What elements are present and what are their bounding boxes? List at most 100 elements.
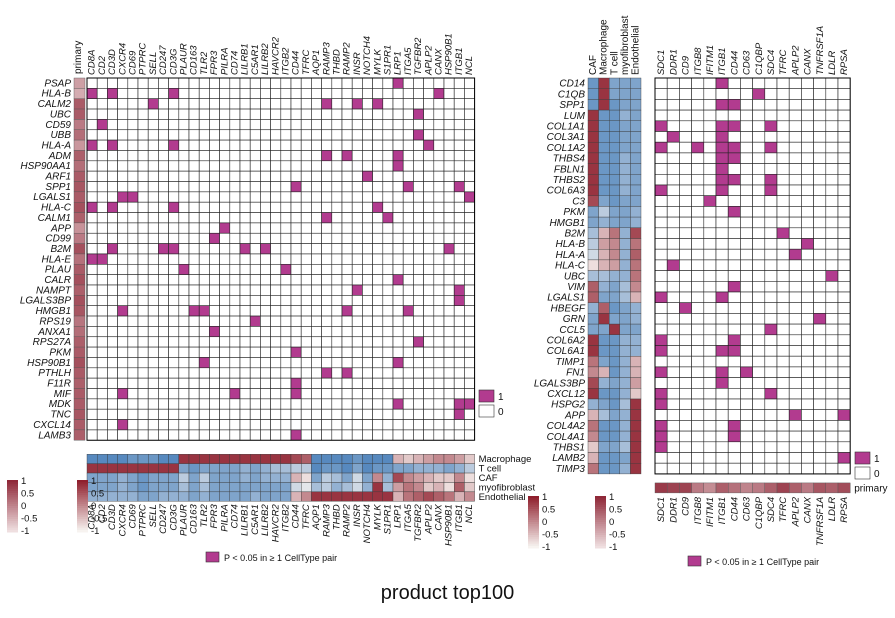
- column-annotation-cell: [290, 454, 302, 464]
- matrix-cell: [107, 108, 118, 120]
- colorbar-step: [528, 513, 539, 516]
- matrix-cell: [788, 141, 802, 154]
- matrix-cell: [801, 387, 814, 400]
- matrix-cell: [321, 88, 333, 99]
- column-annotation-cell: [341, 463, 353, 474]
- right-row-label: COL6A1: [547, 346, 585, 357]
- column-annotation-cell: [423, 454, 435, 464]
- matrix-cell: [691, 387, 705, 400]
- significant-cell: [423, 139, 435, 151]
- matrix-cell: [691, 152, 705, 164]
- left-column-label: TLR2: [199, 51, 210, 75]
- matrix-cell: [691, 131, 705, 143]
- matrix-cell: [321, 160, 333, 172]
- matrix-cell: [372, 77, 384, 89]
- matrix-cell: [382, 419, 394, 431]
- matrix-cell: [168, 398, 180, 410]
- matrix-cell: [158, 139, 169, 151]
- matrix-cell: [453, 315, 465, 327]
- left-column-label: RAMP3: [321, 42, 332, 75]
- matrix-cell: [147, 243, 159, 255]
- matrix-cell: [392, 419, 404, 431]
- matrix-cell: [331, 315, 343, 327]
- matrix-cell: [752, 355, 766, 368]
- matrix-cell: [453, 346, 465, 358]
- matrix-cell: [96, 191, 108, 203]
- matrix-cell: [392, 429, 404, 441]
- right-column-label: SDC4: [766, 50, 777, 75]
- matrix-cell: [270, 150, 282, 162]
- matrix-cell: [801, 462, 814, 475]
- matrix-cell: [715, 248, 729, 261]
- matrix-cell: [752, 430, 766, 443]
- column-annotation-cell: [464, 454, 475, 464]
- matrix-cell: [691, 206, 705, 218]
- matrix-cell: [654, 377, 668, 389]
- matrix-cell: [209, 170, 220, 182]
- matrix-cell: [249, 284, 261, 296]
- matrix-cell: [178, 253, 190, 265]
- matrix-cell: [300, 429, 312, 441]
- row-annotation-cell: [598, 152, 610, 164]
- colorbar-step: [595, 543, 606, 547]
- column-annotation-cell: [321, 454, 333, 464]
- matrix-cell: [372, 243, 384, 255]
- matrix-cell: [382, 408, 394, 420]
- matrix-cell: [801, 452, 814, 464]
- matrix-cell: [229, 326, 241, 338]
- matrix-cell: [837, 345, 851, 357]
- left-column-label-bottom: NCL: [464, 504, 475, 523]
- matrix-cell: [423, 232, 435, 244]
- matrix-cell: [764, 131, 778, 143]
- matrix-cell: [372, 253, 384, 265]
- row-annotation-cell: [587, 184, 599, 196]
- matrix-cell: [219, 284, 231, 296]
- significant-cell: [813, 313, 827, 325]
- matrix-cell: [825, 206, 839, 218]
- matrix-cell: [300, 263, 312, 275]
- matrix-cell: [413, 170, 424, 182]
- matrix-cell: [740, 430, 753, 443]
- matrix-cell: [107, 305, 118, 317]
- matrix-cell: [147, 88, 159, 99]
- row-annotation-cell: [587, 99, 599, 111]
- column-annotation-cell: [382, 482, 394, 493]
- matrix-cell: [413, 429, 424, 441]
- matrix-cell: [209, 274, 220, 286]
- matrix-cell: [209, 336, 220, 348]
- right-significance-legend: 10: [854, 451, 880, 480]
- matrix-cell: [443, 170, 455, 182]
- matrix-cell: [788, 238, 802, 250]
- matrix-cell: [198, 377, 210, 389]
- matrix-cell: [351, 429, 363, 441]
- left-column-label-bottom: CXCR4: [117, 504, 128, 536]
- matrix-cell: [464, 139, 475, 151]
- matrix-cell: [776, 355, 790, 368]
- row-annotation-cell: [619, 174, 631, 186]
- matrix-cell: [453, 129, 465, 141]
- matrix-cell: [300, 408, 312, 420]
- matrix-cell: [837, 195, 851, 207]
- significant-cell: [654, 120, 668, 132]
- column-annotation-cell: [178, 472, 190, 483]
- matrix-cell: [392, 336, 404, 348]
- right-row-label: LUM: [564, 111, 586, 122]
- matrix-cell: [703, 291, 717, 303]
- matrix-cell: [270, 377, 282, 389]
- matrix-cell: [260, 150, 271, 162]
- matrix-cell: [86, 326, 98, 338]
- matrix-cell: [402, 243, 414, 255]
- row-annotation-cell: [630, 206, 642, 218]
- matrix-cell: [691, 195, 705, 207]
- colorbar-step: [77, 501, 88, 505]
- colorbar-step: [77, 486, 88, 490]
- column-annotation-cell: [413, 491, 424, 502]
- matrix-cell: [801, 280, 814, 293]
- matrix-cell: [752, 99, 766, 111]
- row-annotation-cell: [73, 409, 86, 420]
- matrix-cell: [107, 263, 118, 275]
- colorbar-step: [528, 535, 539, 538]
- matrix-cell: [229, 305, 241, 317]
- matrix-cell: [740, 409, 753, 421]
- colorbar-step: [595, 539, 606, 542]
